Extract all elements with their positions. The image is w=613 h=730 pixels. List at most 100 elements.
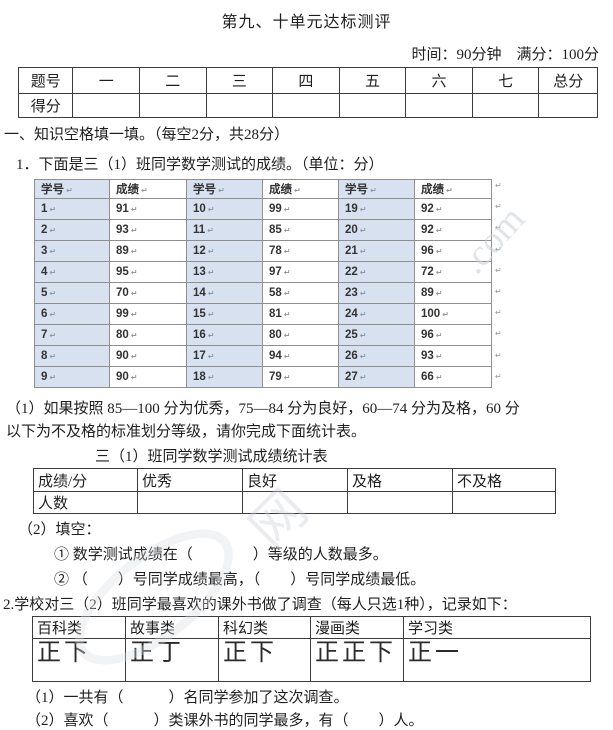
score-cell: 80 ↵: [262, 324, 339, 346]
score-row-label: 得分: [17, 93, 74, 118]
score-cell: 95 ↵: [109, 261, 187, 283]
stats-table: 成绩/分 优秀 良好 及格 不及格 人数: [33, 468, 556, 514]
score-cell: 96 ↵: [414, 240, 492, 262]
row-end-marks: ↵ ↵ ↵ ↵ ↵ ↵ ↵ ↵ ↵ ↵: [495, 181, 502, 381]
grades-row: 5 ↵ 70 ↵ 14 ↵ 58 ↵ 23 ↵ 89 ↵: [34, 282, 492, 304]
score-cell: 89 ↵: [109, 240, 187, 262]
stats-blank-cell: [347, 491, 453, 514]
score-cell: 66 ↵: [414, 366, 492, 388]
grades-header-cell: 成绩 ↵: [109, 179, 187, 199]
question-1-text: 1．下面是三（1）班同学数学测试的成绩。（单位：分）: [16, 157, 384, 173]
score-summary-table: 题号 一 二 三 四 五 六 七 总分 得分: [17, 67, 598, 118]
score-header-cell: 总分: [538, 67, 598, 94]
student-id-cell: 6 ↵: [34, 303, 110, 325]
grades-table-wrap: 学号 ↵ 成绩 ↵ 学号 ↵ 成绩 ↵ 学号 ↵ 成绩 ↵ 1 ↵ 91 ↵ 10 ↵ 99 ↵ 1…: [34, 179, 504, 388]
score-blank-cell: [405, 93, 473, 118]
score-header-cell: 一: [72, 67, 141, 94]
score-blank-cell: [272, 93, 340, 118]
grades-header-cell: 学号 ↵: [186, 179, 263, 199]
student-id-cell: 13 ↵: [186, 261, 263, 283]
grades-header-cell: 学号 ↵: [34, 179, 110, 199]
student-id-cell: 24 ↵: [338, 303, 415, 325]
score-blank-cell: [338, 93, 407, 118]
stats-header-cell: 及格: [347, 468, 453, 492]
stats-header-cell: 优秀: [137, 468, 243, 492]
grades-table: 学号 ↵ 成绩 ↵ 学号 ↵ 成绩 ↵ 学号 ↵ 成绩 ↵ 1 ↵ 91 ↵ 10 ↵ 99 ↵ 1…: [34, 179, 492, 388]
student-id-cell: 9 ↵: [34, 366, 110, 388]
score-cell: 78 ↵: [262, 240, 339, 262]
score-cell: 97 ↵: [262, 261, 339, 283]
fill-blank-item-2: ② （ ）号同学成绩最高，（ ）号同学成绩最低。: [54, 572, 426, 588]
score-header-cell: 三: [205, 67, 274, 94]
score-header-cell: 题号: [17, 67, 74, 94]
subquestion-2: （2）喜欢（ ）类课外书的同学最多，有（ ）人。: [26, 713, 424, 729]
grades-row: 2 ↵ 93 ↵ 11 ↵ 85 ↵ 20 ↵ 92 ↵: [34, 219, 492, 241]
student-id-cell: 20 ↵: [338, 219, 415, 241]
score-cell: 99 ↵: [262, 198, 339, 220]
grades-header-cell: 学号 ↵: [338, 179, 415, 199]
student-id-cell: 18 ↵: [186, 366, 263, 388]
question-2-text: 2.学校对三（2）班同学最喜欢的课外书做了调查（每人只选1种），记录如下：: [3, 597, 517, 613]
section-one-heading: 一、知识空格填一填。（每空2分，共28分）: [4, 127, 290, 143]
score-cell: 91 ↵: [109, 198, 187, 220]
student-id-cell: 4 ↵: [34, 261, 110, 283]
tally-header-cell: 百科类: [32, 616, 126, 639]
score-header-cell: 六: [405, 67, 473, 94]
student-id-cell: 5 ↵: [34, 282, 110, 304]
student-id-cell: 17 ↵: [186, 345, 263, 367]
grades-row: 1 ↵ 91 ↵ 10 ↵ 99 ↵ 19 ↵ 92 ↵: [34, 198, 492, 220]
stats-header-cell: 良好: [242, 468, 348, 492]
score-cell: 99 ↵: [109, 303, 187, 325]
student-id-cell: 25 ↵: [338, 324, 415, 346]
fill-blank-label: （2）填空：: [18, 522, 101, 538]
subquestion-1: （1）一共有（ ）名同学参加了这次调查。: [26, 690, 349, 706]
student-id-cell: 12 ↵: [186, 240, 263, 262]
student-id-cell: 10 ↵: [186, 198, 263, 220]
score-blank-cell: [538, 93, 598, 118]
score-cell: 92 ↵: [414, 219, 492, 241]
tally-header-cell: 学习类: [403, 616, 591, 639]
stats-row-label: 人数: [33, 491, 138, 514]
student-id-cell: 26 ↵: [338, 345, 415, 367]
tally-marks-cell: 正一: [403, 638, 591, 682]
grading-criteria-line-1: （1）如果按照 85—100 分为优秀，75—84 分为良好，60—74 分为及…: [6, 401, 520, 417]
score-cell: 93 ↵: [109, 219, 187, 241]
stats-blank-cell: [242, 491, 348, 514]
stats-table-title: 三（1）班同学数学测试成绩统计表: [95, 449, 328, 465]
exam-page: 第九、十单元达标测评 时间：90分钟 满分：100分 题号 一 二 三 四 五 …: [0, 8, 613, 729]
student-id-cell: 21 ↵: [338, 240, 415, 262]
score-blank-cell: [139, 93, 207, 118]
tally-marks-cell: 正正下: [310, 638, 404, 682]
student-id-cell: 15 ↵: [186, 303, 263, 325]
student-id-cell: 22 ↵: [338, 261, 415, 283]
score-cell: 92 ↵: [414, 198, 492, 220]
stats-blank-cell: [452, 491, 556, 514]
student-id-cell: 19 ↵: [338, 198, 415, 220]
grades-header-cell: 成绩 ↵: [414, 179, 492, 199]
tally-header-cell: 漫画类: [310, 616, 404, 639]
student-id-cell: 3 ↵: [34, 240, 110, 262]
student-id-cell: 2 ↵: [34, 219, 110, 241]
grades-row: 6 ↵ 99 ↵ 15 ↵ 81 ↵ 24 ↵ 100 ↵: [34, 303, 492, 325]
stats-blank-cell: [137, 491, 243, 514]
grades-row: 9 ↵ 90 ↵ 18 ↵ 79 ↵ 27 ↵ 66 ↵: [34, 366, 492, 388]
score-cell: 80 ↵: [109, 324, 187, 346]
score-cell: 94 ↵: [262, 345, 339, 367]
fill-blank-item-1: ① 数学测试成绩在（ ）等级的人数最多。: [54, 547, 388, 563]
score-cell: 89 ↵: [414, 282, 492, 304]
score-cell: 81 ↵: [262, 303, 339, 325]
tally-table: 百科类 故事类 科幻类 漫画类 学习类 正下 正丁 正下 正正下 正一: [32, 616, 591, 682]
page-title: 第九、十单元达标测评: [221, 14, 392, 31]
score-header-cell: 五: [338, 67, 407, 94]
score-cell: 85 ↵: [262, 219, 339, 241]
score-header-cell: 七: [471, 67, 540, 94]
score-cell: 100 ↵: [414, 303, 492, 325]
grades-row: 7 ↵ 80 ↵ 16 ↵ 80 ↵ 25 ↵ 96 ↵: [34, 324, 492, 346]
stats-header-cell: 不及格: [452, 468, 556, 492]
grades-row: 3 ↵ 89 ↵ 12 ↵ 78 ↵ 21 ↵ 96 ↵: [34, 240, 492, 262]
student-id-cell: 11 ↵: [186, 219, 263, 241]
score-cell: 90 ↵: [109, 366, 187, 388]
student-id-cell: 23 ↵: [338, 282, 415, 304]
score-header-cell: 二: [139, 67, 207, 94]
student-id-cell: 8 ↵: [34, 345, 110, 367]
